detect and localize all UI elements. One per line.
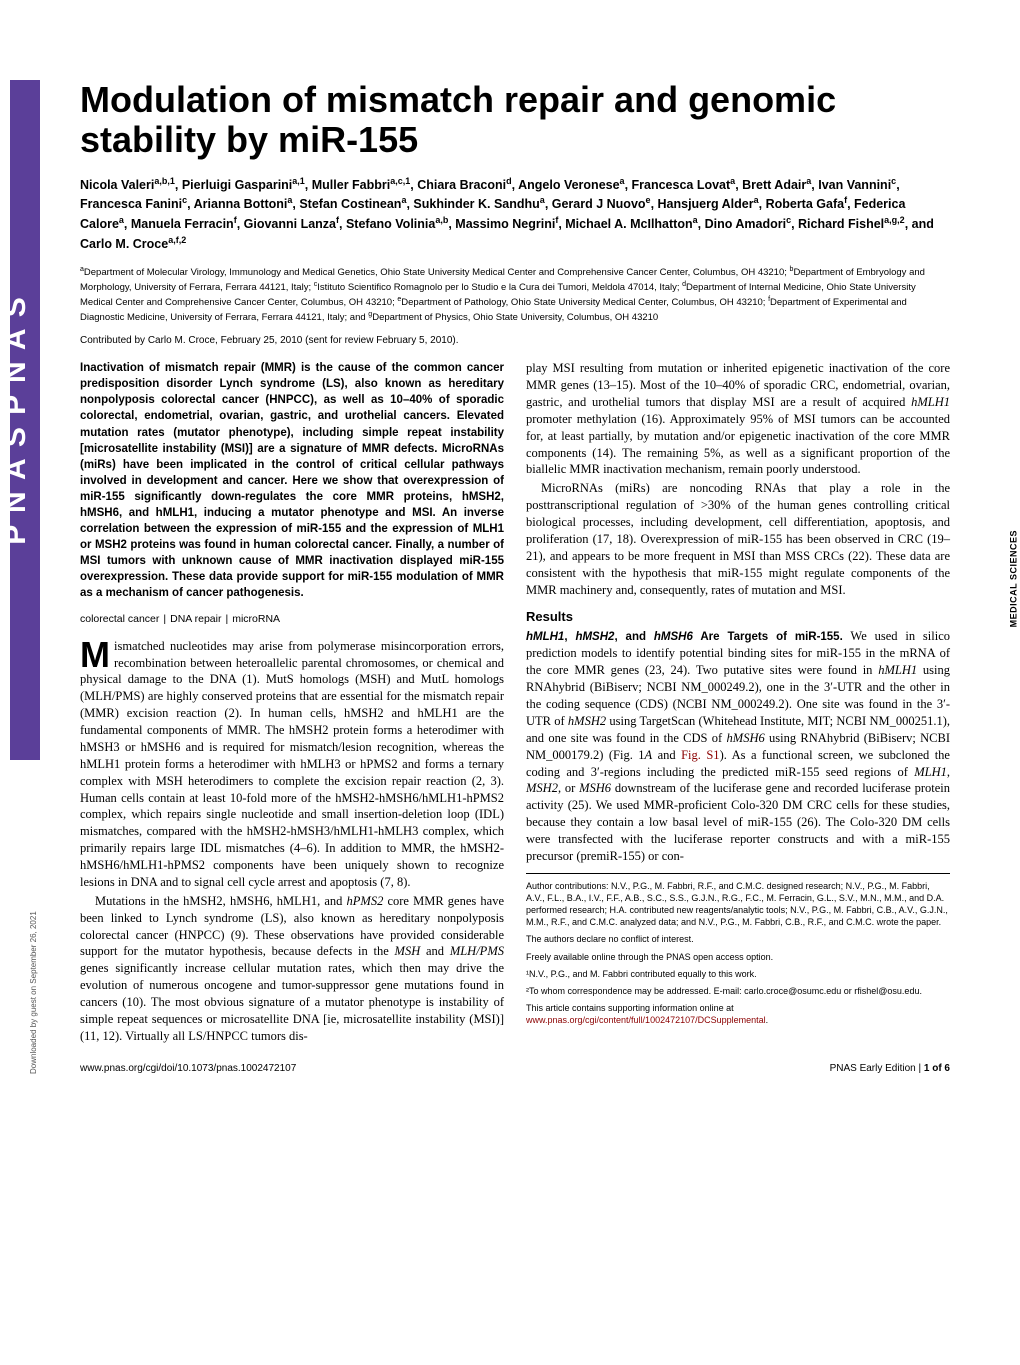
supplemental-link[interactable]: www.pnas.org/cgi/content/full/1002472107…: [526, 1015, 766, 1025]
article-title: Modulation of mismatch repair and genomi…: [80, 80, 950, 161]
footer-doi: www.pnas.org/cgi/doi/10.1073/pnas.100247…: [80, 1063, 296, 1074]
open-access-note: Freely available online through the PNAS…: [526, 951, 950, 963]
results-heading: Results: [526, 608, 950, 626]
conflict-statement: The authors declare no conflict of inter…: [526, 933, 950, 945]
contributed-line: Contributed by Carlo M. Croce, February …: [80, 335, 950, 346]
author-contributions: Author contributions: N.V., P.G., M. Fab…: [526, 880, 950, 929]
keyword: colorectal cancer: [80, 613, 159, 625]
author-list: Nicola Valeria,b,1, Pierluigi Gasparinia…: [80, 175, 950, 254]
intro-paragraph-1: Mismatched nucleotides may arise from po…: [80, 638, 504, 891]
supplemental-note: This article contains supporting informa…: [526, 1002, 950, 1026]
correspondence-note: ²To whom correspondence may be addressed…: [526, 985, 950, 997]
page-footer: www.pnas.org/cgi/doi/10.1073/pnas.100247…: [80, 1055, 950, 1074]
footer-page-info: PNAS Early Edition | 1 of 6: [830, 1063, 950, 1074]
keyword: DNA repair: [170, 613, 221, 625]
keyword: microRNA: [232, 613, 280, 625]
results-subheading: hMLH1, hMSH2, and hMSH6 Are Targets of m…: [526, 631, 843, 643]
results-paragraph: hMLH1, hMSH2, and hMSH6 Are Targets of m…: [526, 628, 950, 865]
col2-paragraph-2: MicroRNAs (miRs) are noncoding RNAs that…: [526, 480, 950, 598]
keywords: colorectal cancer|DNA repair|microRNA: [80, 612, 504, 626]
abstract: Inactivation of mismatch repair (MMR) is…: [80, 360, 504, 601]
affiliations: aDepartment of Molecular Virology, Immun…: [80, 265, 950, 325]
equal-contribution-note: ¹N.V., P.G., and M. Fabbri contributed e…: [526, 968, 950, 980]
intro-paragraph-2: Mutations in the hMSH2, hMSH6, hMLH1, an…: [80, 893, 504, 1045]
col2-paragraph-1: play MSI resulting from mutation or inhe…: [526, 360, 950, 478]
footnotes-block: Author contributions: N.V., P.G., M. Fab…: [526, 873, 950, 1026]
